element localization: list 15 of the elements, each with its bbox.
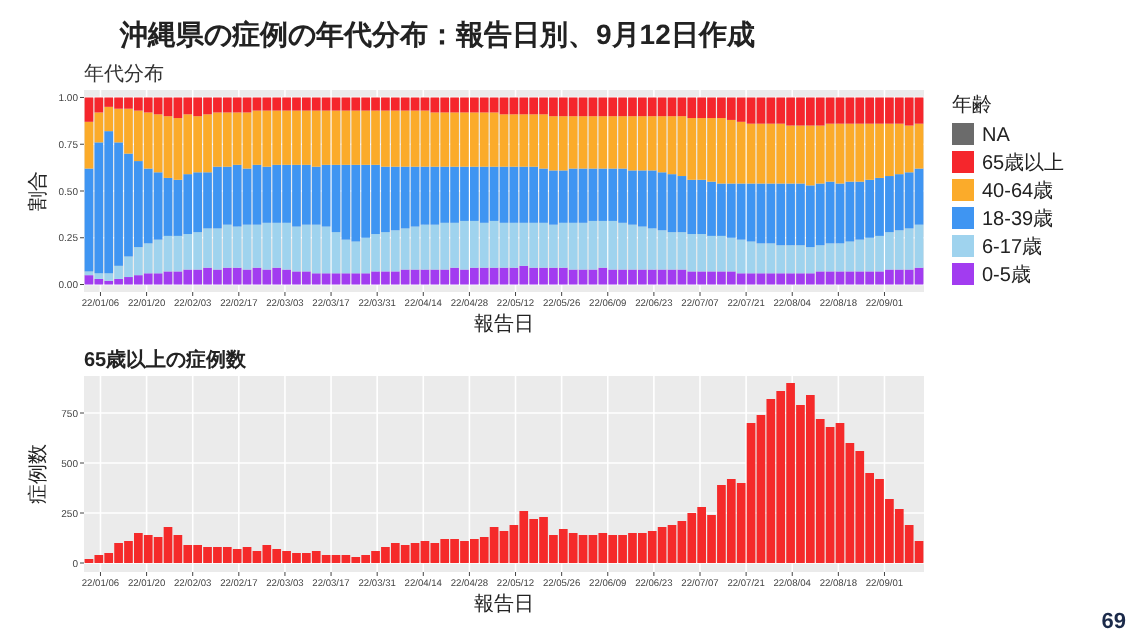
legend-label: 40-64歳 xyxy=(982,179,1054,203)
legend-title: 年齢 xyxy=(952,93,992,117)
legend-label: 6-17歳 xyxy=(982,235,1043,259)
chart-title: 沖縄県の症例の年代分布：報告日別、9月12日作成 xyxy=(118,18,755,50)
y-axis-title: 割合 xyxy=(26,171,50,211)
x-axis-title: 報告日 xyxy=(474,312,534,336)
legend-label: 18-39歳 xyxy=(982,207,1054,231)
y-axis-title: 症例数 xyxy=(26,444,50,504)
legend-label: 65歳以上 xyxy=(982,151,1065,175)
chart-title: 65歳以上の症例数 xyxy=(84,348,249,372)
legend-label: 0-5歳 xyxy=(982,263,1031,287)
text: 69 xyxy=(1101,610,1126,634)
chart-subtitle: 年代分布 xyxy=(84,62,164,86)
legend-label: NA xyxy=(982,125,1011,147)
x-axis-title: 報告日 xyxy=(474,592,534,616)
